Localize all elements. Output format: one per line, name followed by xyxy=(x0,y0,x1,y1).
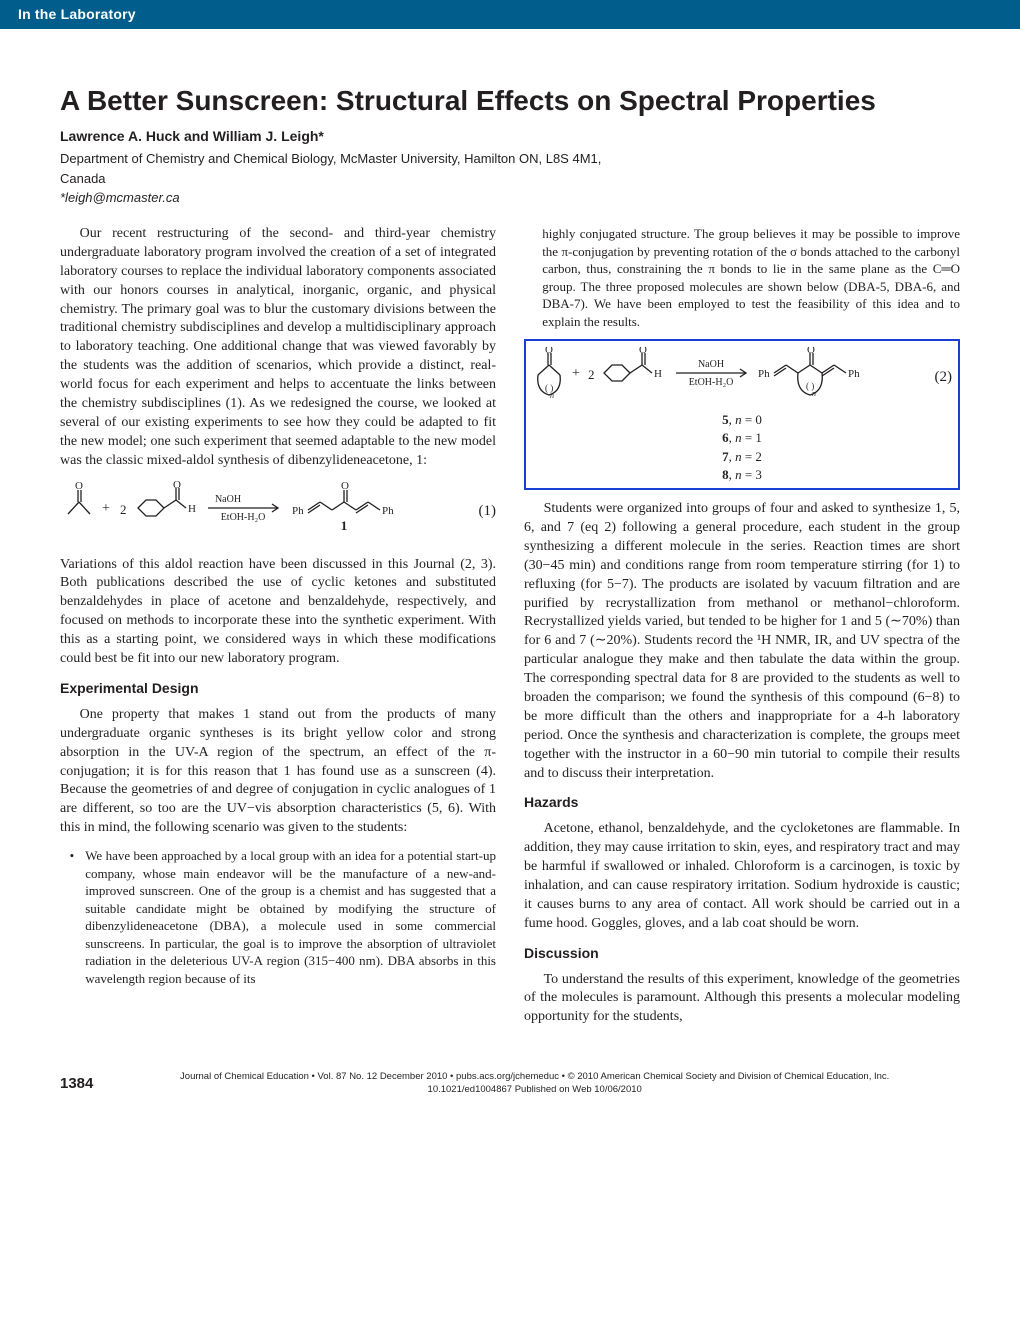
svg-text:EtOH-H₂O: EtOH-H₂O xyxy=(689,377,734,388)
legend-line-5: 5, n = 0 xyxy=(532,411,952,429)
section-label: In the Laboratory xyxy=(18,6,136,22)
svg-text:O: O xyxy=(341,480,349,492)
svg-text:O: O xyxy=(545,347,553,356)
equation-1-row: O + 2 O H xyxy=(60,480,496,544)
discussion-paragraph: To understand the results of this experi… xyxy=(524,971,960,1028)
corresponding-email: *leigh@mcmaster.ca xyxy=(60,189,960,207)
svg-text:EtOH-H₂O: EtOH-H₂O xyxy=(221,512,266,523)
equation-1-number: (1) xyxy=(479,501,497,521)
svg-text:+: + xyxy=(572,366,580,381)
intro-paragraph-1: Our recent restructuring of the second- … xyxy=(60,225,496,471)
svg-text:+: + xyxy=(102,501,110,516)
reaction-scheme-2: O ( ) n + 2 xyxy=(532,347,902,407)
students-paragraph: Students were organized into groups of f… xyxy=(524,500,960,783)
equation-2-number: (2) xyxy=(935,367,953,387)
svg-text:2: 2 xyxy=(588,367,595,382)
left-column: Our recent restructuring of the second- … xyxy=(60,225,496,1036)
svg-text:1: 1 xyxy=(341,518,348,533)
svg-text:H: H xyxy=(188,503,196,515)
svg-text:2: 2 xyxy=(120,502,127,517)
compound-legend: 5, n = 0 6, n = 1 7, n = 2 8, n = 3 xyxy=(532,411,952,484)
scenario-bullet-list: We have been approached by a local group… xyxy=(60,847,496,987)
svg-text:O: O xyxy=(639,347,647,356)
page-footer: 1384 Journal of Chemical Education • Vol… xyxy=(0,1061,1020,1111)
hazards-heading: Hazards xyxy=(524,793,960,812)
page-number: 1384 xyxy=(60,1074,93,1094)
affiliation-line-1: Department of Chemistry and Chemical Bio… xyxy=(60,150,960,168)
page-body: A Better Sunscreen: Structural Effects o… xyxy=(0,29,1020,1061)
legend-line-6: 6, n = 1 xyxy=(532,429,952,447)
experimental-design-heading: Experimental Design xyxy=(60,679,496,698)
affiliation-line-2: Canada xyxy=(60,170,960,188)
svg-text:NaOH: NaOH xyxy=(215,494,241,505)
footer-text-block: Journal of Chemical Education • Vol. 87 … xyxy=(109,1071,960,1097)
section-header-bar: In the Laboratory xyxy=(0,0,1020,29)
article-title: A Better Sunscreen: Structural Effects o… xyxy=(60,84,960,118)
author-line: Lawrence A. Huck and William J. Leigh* xyxy=(60,127,960,146)
svg-text:H: H xyxy=(654,368,662,380)
discussion-heading: Discussion xyxy=(524,944,960,963)
footer-line-2: 10.1021/ed1004867 Published on Web 10/06… xyxy=(109,1084,960,1097)
svg-text:O: O xyxy=(75,480,83,492)
svg-text:O: O xyxy=(173,480,181,491)
legend-line-8: 8, n = 3 xyxy=(532,466,952,484)
experimental-paragraph: One property that makes 1 stand out from… xyxy=(60,706,496,838)
hazards-paragraph: Acetone, ethanol, benzaldehyde, and the … xyxy=(524,820,960,933)
footer-line-1: Journal of Chemical Education • Vol. 87 … xyxy=(109,1071,960,1084)
svg-text:Ph: Ph xyxy=(848,368,860,380)
svg-text:NaOH: NaOH xyxy=(698,359,724,370)
legend-line-7: 7, n = 2 xyxy=(532,448,952,466)
svg-text:Ph: Ph xyxy=(382,505,394,517)
svg-text:Ph: Ph xyxy=(292,505,304,517)
right-column: highly conjugated structure. The group b… xyxy=(524,225,960,1036)
svg-text:Ph: Ph xyxy=(758,368,770,380)
scenario-bullet-item: We have been approached by a local group… xyxy=(85,847,496,987)
reaction-scheme-2-box: O ( ) n + 2 xyxy=(524,339,960,490)
reaction-scheme-1: O + 2 O H xyxy=(60,480,420,544)
two-column-layout: Our recent restructuring of the second- … xyxy=(60,225,960,1036)
scenario-continuation: highly conjugated structure. The group b… xyxy=(524,225,960,330)
svg-text:n: n xyxy=(550,391,554,400)
intro-paragraph-2: Variations of this aldol reaction have b… xyxy=(60,556,496,669)
svg-text:O: O xyxy=(807,347,815,356)
svg-text:n: n xyxy=(812,389,816,398)
